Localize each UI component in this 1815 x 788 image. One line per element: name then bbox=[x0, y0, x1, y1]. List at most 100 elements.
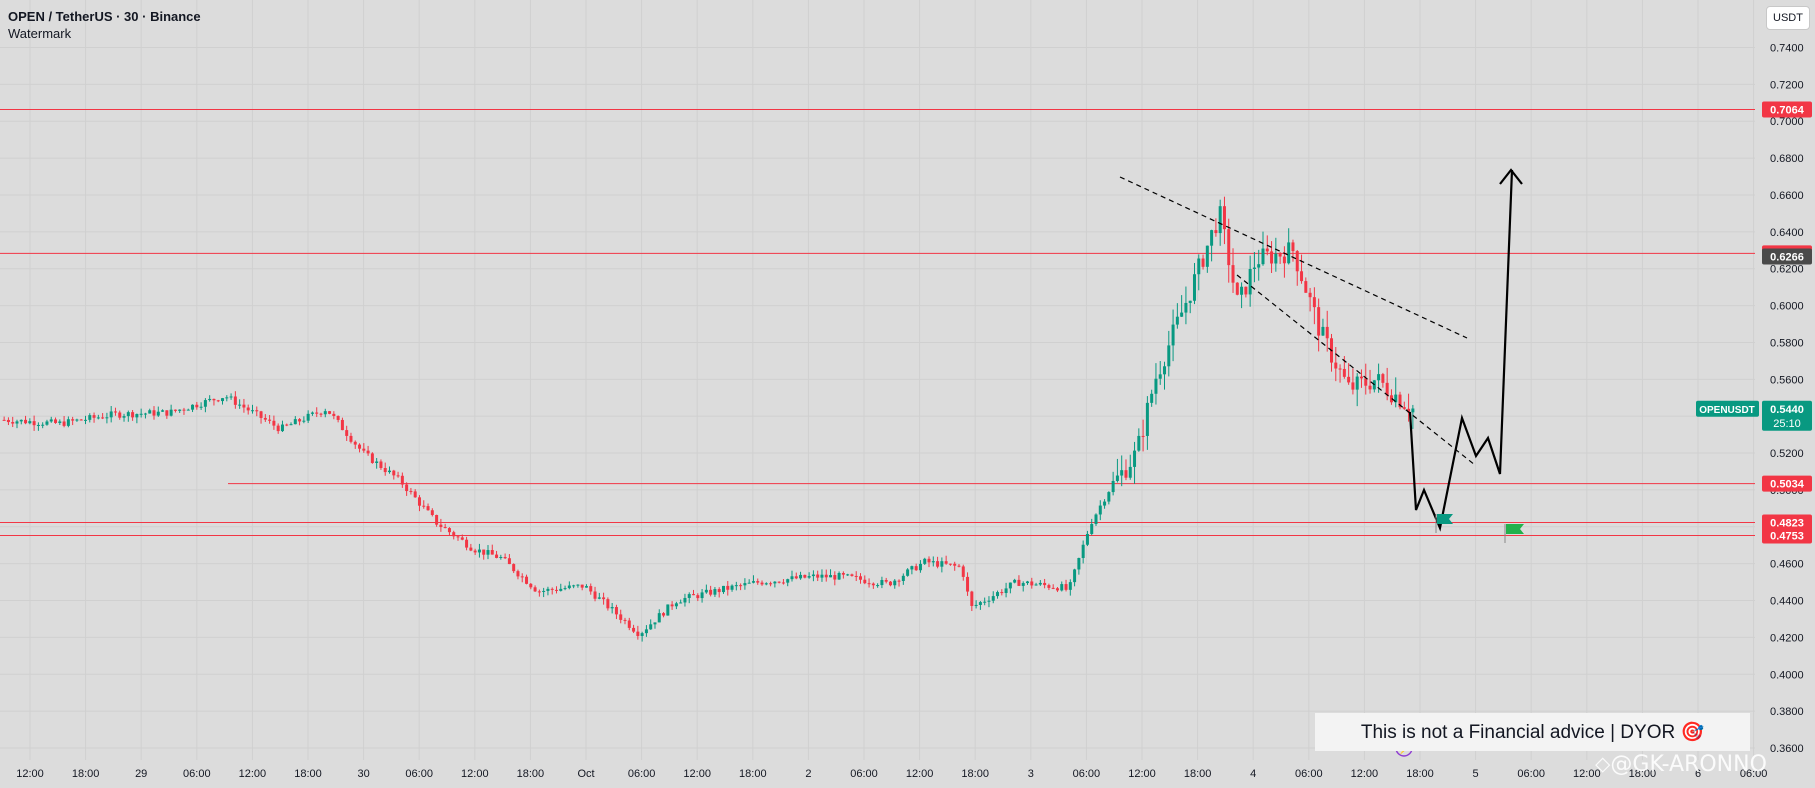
candle-body bbox=[19, 419, 23, 422]
candle-body bbox=[169, 409, 173, 416]
candle-body bbox=[550, 588, 554, 590]
symbol-title[interactable]: OPEN / TetherUS · 30 · Binance bbox=[8, 9, 201, 24]
candle-body bbox=[1222, 206, 1226, 230]
candle-body bbox=[430, 510, 434, 515]
candle-body bbox=[1137, 435, 1141, 451]
candle-body bbox=[486, 550, 490, 555]
candle-body bbox=[1347, 376, 1351, 383]
candle-body bbox=[1000, 592, 1004, 594]
candle-body bbox=[1398, 394, 1402, 408]
candle-body bbox=[375, 461, 379, 463]
candle-body bbox=[1351, 382, 1355, 390]
candle-body bbox=[987, 600, 991, 602]
candle-body bbox=[888, 581, 892, 586]
price-tick-label: 0.5200 bbox=[1770, 448, 1804, 460]
candle-body bbox=[1158, 374, 1162, 379]
candle-body bbox=[306, 413, 310, 421]
level-price-tag bbox=[1762, 101, 1812, 118]
candle-body bbox=[554, 589, 558, 591]
candle-body bbox=[507, 558, 511, 565]
candle-body bbox=[1300, 271, 1304, 282]
time-tick-label: 06:00 bbox=[405, 768, 433, 780]
time-tick-label: 06:00 bbox=[628, 768, 656, 780]
price-axis[interactable] bbox=[1755, 0, 1815, 788]
price-tick-label: 0.4400 bbox=[1770, 596, 1804, 608]
price-tick-label: 0.7400 bbox=[1770, 43, 1804, 55]
candle-body bbox=[623, 619, 627, 621]
candle-body bbox=[773, 581, 777, 584]
candle-body bbox=[906, 569, 910, 576]
candle-body bbox=[238, 404, 242, 406]
candle-body bbox=[186, 409, 190, 411]
candle-body bbox=[614, 607, 618, 615]
candle-body bbox=[1051, 587, 1055, 589]
candle-body bbox=[1124, 470, 1128, 478]
candle-body bbox=[456, 536, 460, 538]
candle-body bbox=[525, 576, 529, 584]
time-tick-label: 06:00 bbox=[1517, 768, 1545, 780]
symbol-tag-label: OPENUSDT bbox=[1699, 405, 1755, 416]
candle-body bbox=[1098, 505, 1102, 515]
currency-button[interactable]: USDT bbox=[1766, 6, 1810, 30]
candle-body bbox=[1381, 374, 1385, 383]
candle-body bbox=[786, 579, 790, 583]
candle-body bbox=[1008, 582, 1012, 589]
candle-body bbox=[435, 514, 439, 525]
candle-body bbox=[11, 422, 15, 424]
time-tick-label: 12:00 bbox=[1351, 768, 1379, 780]
candle-body bbox=[644, 629, 648, 634]
candle-body bbox=[674, 603, 678, 607]
time-tick-label: 5 bbox=[1473, 768, 1479, 780]
candle-body bbox=[1150, 393, 1154, 403]
time-tick-label: 12:00 bbox=[461, 768, 489, 780]
candle-body bbox=[1312, 297, 1316, 308]
candle-body bbox=[212, 398, 216, 401]
candle-body bbox=[799, 574, 803, 579]
candle-body bbox=[79, 419, 83, 421]
candle-body bbox=[259, 411, 263, 418]
candle-body bbox=[1278, 253, 1282, 257]
projection-path bbox=[1408, 169, 1514, 532]
candle-body bbox=[1261, 248, 1265, 265]
candle-body bbox=[225, 397, 229, 399]
candle-body bbox=[349, 435, 353, 442]
candle-body bbox=[1017, 579, 1021, 586]
candle-body bbox=[876, 585, 880, 587]
candle-body bbox=[178, 409, 182, 411]
price-tags: 0.70640.62830.50340.48230.47530.6266OPEN… bbox=[1696, 101, 1812, 544]
candle-body bbox=[1218, 206, 1222, 234]
candle-body bbox=[1274, 253, 1278, 264]
time-tick-label: 29 bbox=[135, 768, 147, 780]
candle-body bbox=[370, 453, 374, 463]
candle-body bbox=[1004, 588, 1008, 593]
candle-body bbox=[692, 594, 696, 596]
candle-body bbox=[923, 558, 927, 564]
candle-body bbox=[165, 410, 169, 416]
candle-body bbox=[439, 524, 443, 528]
candle-body bbox=[563, 588, 567, 590]
candle-body bbox=[1304, 281, 1308, 293]
candle-body bbox=[1342, 368, 1346, 377]
candle-body bbox=[713, 589, 717, 595]
candle-body bbox=[118, 412, 122, 418]
candle-body bbox=[353, 441, 357, 445]
candle-body bbox=[996, 592, 1000, 597]
time-tick-label: 12:00 bbox=[16, 768, 44, 780]
candle-body bbox=[1197, 258, 1201, 275]
candle-body bbox=[405, 484, 409, 492]
symbol-tag bbox=[1696, 400, 1759, 417]
candle-body bbox=[1402, 407, 1406, 409]
candle-body bbox=[246, 407, 250, 411]
candle-body bbox=[1321, 326, 1325, 336]
time-tick-label: Oct bbox=[577, 768, 594, 780]
candle-body bbox=[1171, 324, 1175, 346]
candle-body bbox=[816, 574, 820, 578]
candle-body bbox=[473, 550, 477, 553]
candle-body bbox=[392, 470, 396, 476]
price-tick-label: 0.5800 bbox=[1770, 337, 1804, 349]
candle-body bbox=[679, 602, 683, 604]
candle-body bbox=[1389, 395, 1393, 403]
candle-body bbox=[195, 404, 199, 408]
